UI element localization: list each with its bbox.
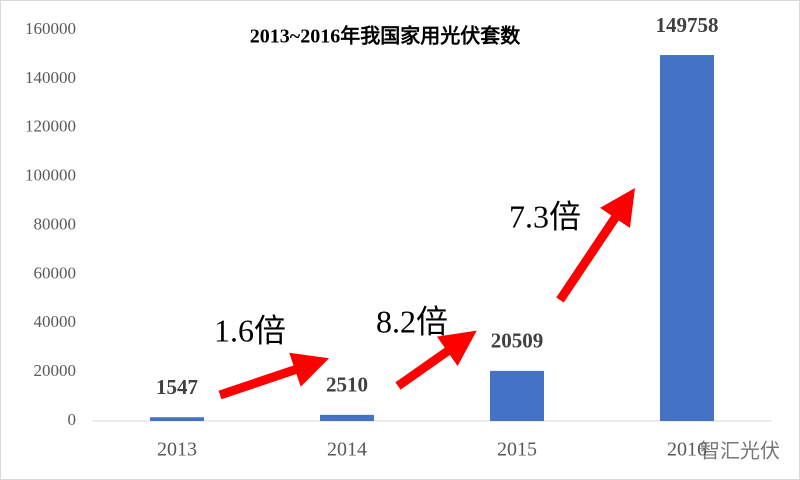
x-tick-label: 2016 [667,439,707,461]
bar [490,370,544,421]
bar [660,55,714,421]
x-tick-label: 2013 [157,439,197,461]
bar [320,414,374,421]
data-label: 20509 [491,329,544,353]
annotation: 7.3倍 [509,198,581,234]
y-tick-label: 60000 [34,263,77,282]
y-tick-label: 20000 [34,361,77,380]
y-tick-label: 80000 [34,214,77,233]
x-tick-label: 2015 [497,439,537,461]
annotation: 1.6倍 [214,312,286,348]
x-tick-label: 2014 [327,439,367,461]
watermark: 智汇光伏 [700,439,780,463]
bar [150,417,204,421]
y-tick-label: 140000 [25,68,76,87]
y-tick-label: 160000 [25,19,76,38]
data-label: 1547 [156,375,198,399]
data-label: 2510 [326,373,368,397]
growth-arrow [218,352,330,400]
data-label: 149758 [656,13,719,37]
y-tick-label: 40000 [34,312,77,331]
y-tick-label: 0 [68,410,77,429]
growth-arrow [395,330,477,390]
y-tick-label: 100000 [25,166,76,185]
growth-arrow [556,188,636,303]
annotation: 8.2倍 [376,303,448,339]
y-tick-label: 120000 [25,117,76,136]
chart-title: 2013~2016年我国家用光伏套数 [250,24,521,48]
